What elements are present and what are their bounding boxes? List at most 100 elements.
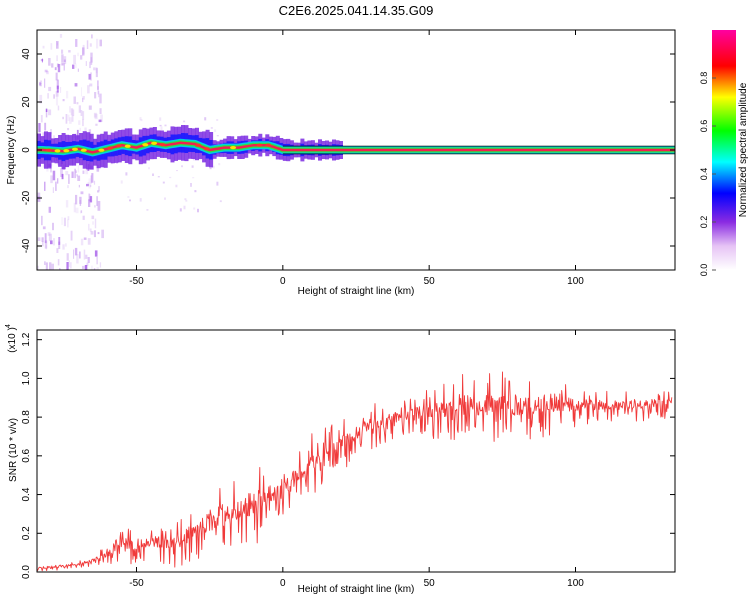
noise-speckle xyxy=(86,183,89,187)
noise-speckle xyxy=(152,173,154,176)
noise-speckle xyxy=(55,91,59,97)
noise-speckle xyxy=(164,124,167,127)
noise-speckle xyxy=(94,205,96,208)
noise-speckle xyxy=(82,47,85,56)
noise-speckle xyxy=(80,55,83,60)
noise-speckle xyxy=(37,265,39,270)
noise-speckle xyxy=(67,128,70,131)
snr-plot-area xyxy=(37,371,673,572)
noise-speckle xyxy=(38,123,41,133)
noise-speckle xyxy=(55,181,57,191)
noise-speckle xyxy=(69,117,72,124)
noise-speckle xyxy=(88,223,90,231)
noise-speckle xyxy=(56,55,58,62)
noise-speckle xyxy=(66,253,69,261)
noise-speckle xyxy=(73,202,76,213)
noise-speckle xyxy=(39,83,42,87)
noise-speckle xyxy=(77,175,81,181)
noise-speckle xyxy=(70,262,72,269)
snr-frame xyxy=(36,329,676,573)
noise-speckle xyxy=(95,67,98,74)
noise-speckle xyxy=(65,200,69,208)
noise-speckle xyxy=(49,262,52,270)
noise-speckle xyxy=(93,67,96,71)
noise-speckle xyxy=(77,68,79,72)
spectrogram-ytick-label: 0 xyxy=(21,147,32,153)
snr-multiplier-base: (x10 ) xyxy=(7,327,18,353)
noise-speckle xyxy=(97,86,99,95)
noise-speckle xyxy=(44,261,46,265)
noise-speckle xyxy=(82,111,85,120)
ridge-hotspot xyxy=(124,144,131,148)
noise-speckle xyxy=(191,165,194,168)
noise-speckle xyxy=(58,237,61,245)
noise-speckle xyxy=(50,240,53,245)
spectrogram-panel: -50 0 50 100 -40 -20 0 20 40 Height of straight … xyxy=(6,29,676,297)
noise-speckle xyxy=(91,265,93,270)
noise-speckle xyxy=(57,178,59,184)
noise-speckle xyxy=(50,43,53,50)
noise-speckle xyxy=(80,210,82,214)
colorbar-tick-label: 0.4 xyxy=(699,168,709,181)
noise-speckle xyxy=(83,237,87,240)
noise-speckle xyxy=(90,52,93,63)
noise-speckle xyxy=(80,191,84,195)
noise-speckle xyxy=(57,64,61,73)
spectrogram-xtick-label: 100 xyxy=(567,276,584,287)
snr-axes: -50 0 50 100 0.0 0.2 0.4 0.6 0.8 1.0 1.2 xyxy=(21,330,675,589)
noise-speckle xyxy=(54,67,57,71)
snr-ytick-label: 1.0 xyxy=(21,371,32,385)
noise-speckle xyxy=(82,119,84,127)
colorbar-label: Normalized spectral amplitude xyxy=(738,82,749,217)
noise-speckle xyxy=(56,41,59,49)
noise-speckle xyxy=(80,210,83,213)
noise-speckle xyxy=(181,165,183,168)
noise-speckle xyxy=(52,187,54,193)
noise-speckle xyxy=(67,185,69,189)
noise-speckle xyxy=(75,170,77,174)
noise-speckle xyxy=(90,175,92,184)
noise-speckle xyxy=(42,226,46,230)
noise-speckle xyxy=(76,129,79,140)
ridge-hotspot xyxy=(230,146,237,150)
noise-speckle xyxy=(41,58,43,63)
ridge-hotspot xyxy=(63,149,70,153)
noise-speckle xyxy=(91,173,94,183)
colorbar-axis: 0.0 0.2 0.4 0.6 0.8 xyxy=(699,72,716,276)
noise-speckle xyxy=(71,115,74,122)
noise-speckle xyxy=(70,230,73,241)
noise-speckle xyxy=(96,38,99,49)
noise-speckle xyxy=(176,170,178,172)
noise-speckle xyxy=(88,194,91,201)
spectrogram-xlabel: Height of straight line (km) xyxy=(298,286,415,297)
noise-speckle xyxy=(98,90,100,98)
noise-speckle xyxy=(212,165,215,169)
ridge-hotspot xyxy=(256,143,263,147)
ridge-hotspot xyxy=(80,148,87,152)
noise-speckle xyxy=(45,262,48,270)
noise-speckle xyxy=(87,257,90,263)
noise-speckle xyxy=(47,232,51,236)
snr-ytick-label: 0.8 xyxy=(21,410,32,424)
colorbar-tick-label: 0.6 xyxy=(699,120,709,133)
ridge-hotspot xyxy=(98,148,105,152)
noise-speckle xyxy=(216,119,219,121)
noise-speckle xyxy=(139,198,142,202)
svg-text:(x10 ): (x10 ) xyxy=(7,327,18,353)
ridge-hotspot xyxy=(265,143,272,147)
noise-speckle xyxy=(162,181,165,184)
noise-speckle xyxy=(85,61,87,66)
noise-speckle xyxy=(68,260,70,267)
noise-speckle xyxy=(214,129,217,132)
noise-speckle xyxy=(89,228,92,232)
noise-speckle xyxy=(62,99,65,102)
spectrogram-xtick-label: 50 xyxy=(424,276,436,287)
noise-speckle xyxy=(92,221,94,225)
noise-speckle xyxy=(86,40,89,49)
noise-speckle xyxy=(99,108,102,114)
noise-speckle xyxy=(78,184,80,188)
noise-speckle xyxy=(52,170,56,181)
noise-speckle xyxy=(89,196,93,203)
noise-speckle xyxy=(183,120,186,123)
noise-speckle xyxy=(184,198,187,201)
